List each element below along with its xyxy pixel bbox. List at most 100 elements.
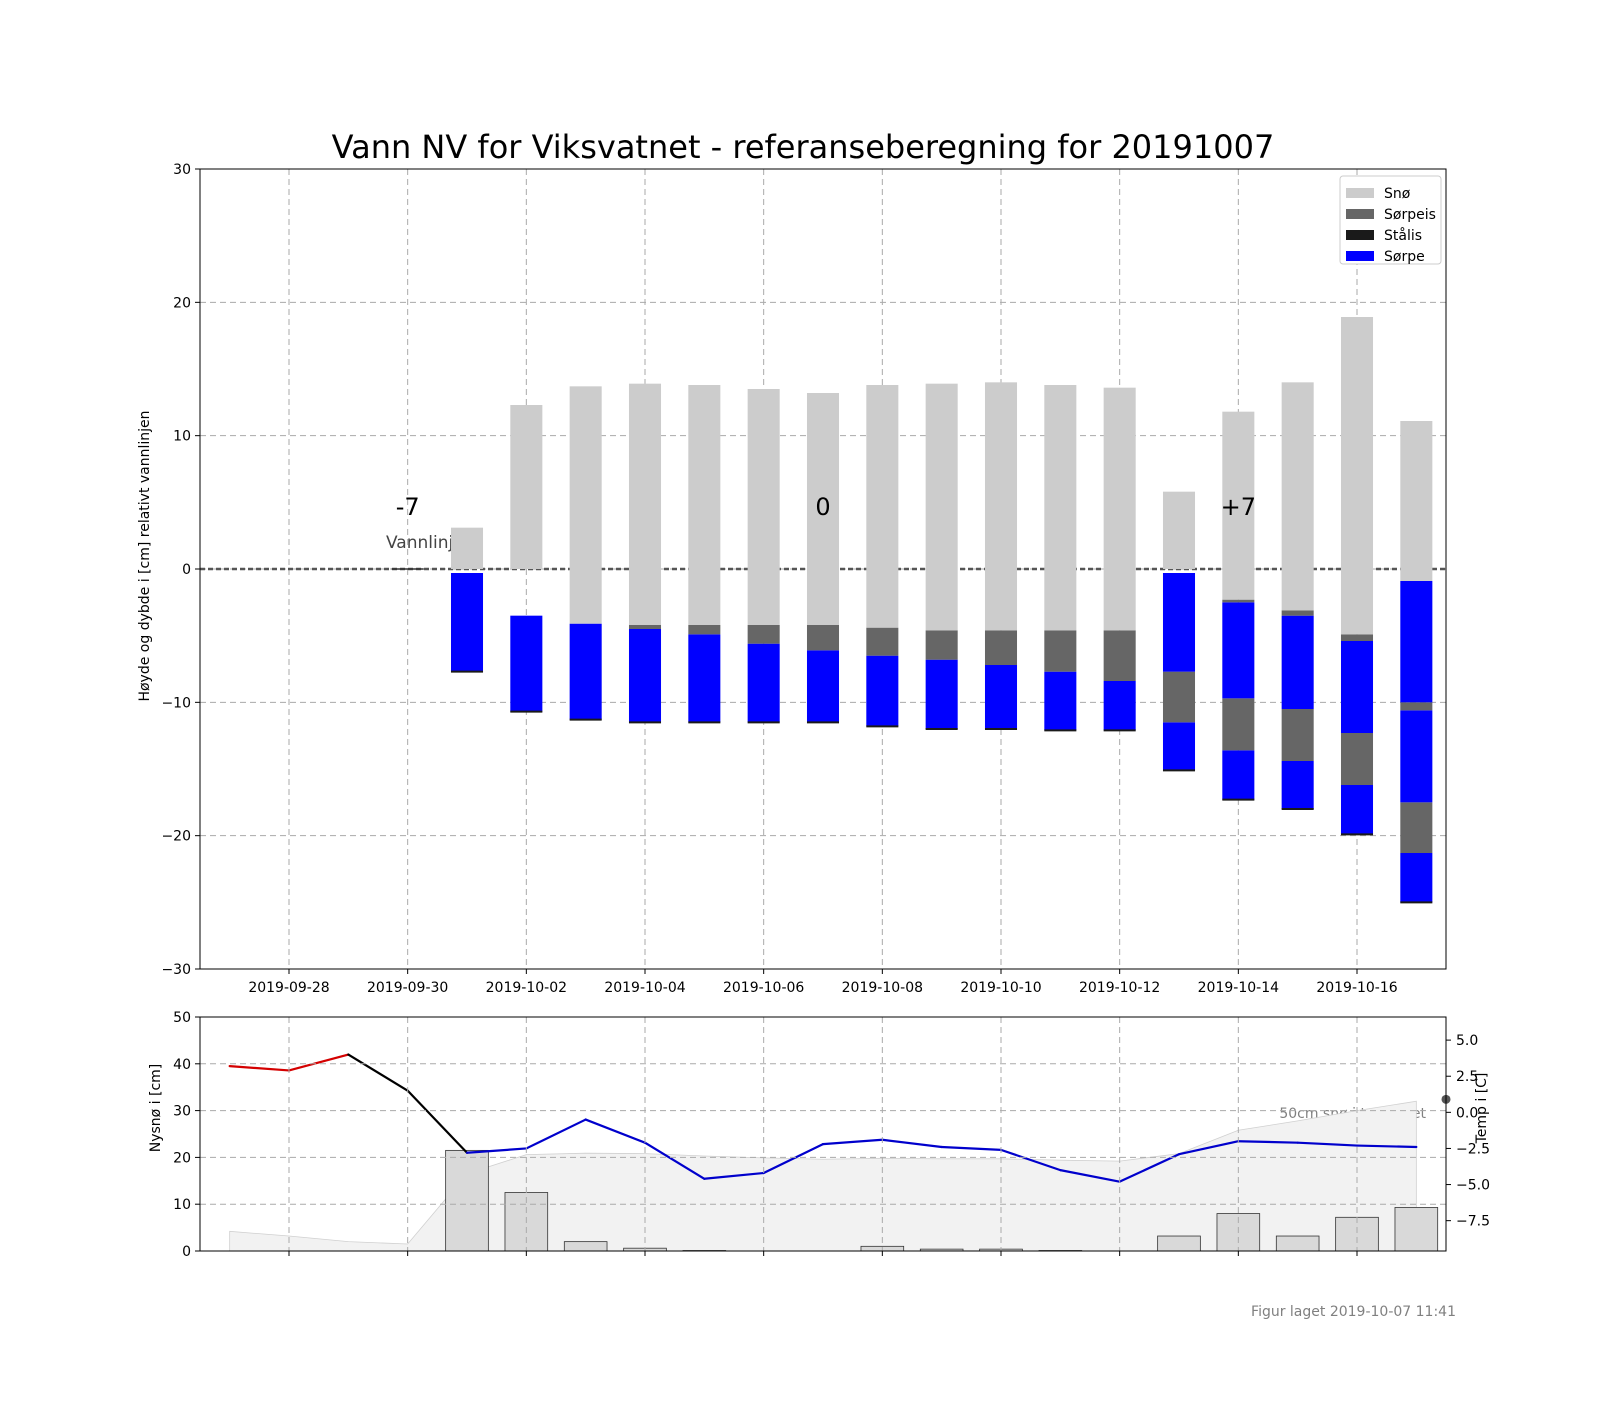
bottom-y-tick-label: 30 bbox=[173, 1104, 191, 1120]
bar-snow bbox=[1222, 411, 1255, 600]
bar-slush-ice bbox=[806, 625, 840, 651]
top-y-axis-label: Høyde og dybde i [cm] relativt vannlinje… bbox=[137, 410, 153, 701]
bar-slush-ice bbox=[688, 625, 721, 635]
bar-snow bbox=[1400, 421, 1433, 581]
bar-slush-ice bbox=[1044, 630, 1077, 672]
top-x-tick-label: 2019-10-14 bbox=[1198, 980, 1279, 996]
bar-slush-ice bbox=[1162, 671, 1196, 723]
bottom-y-tick-label: 20 bbox=[173, 1150, 191, 1166]
bottom-y-tick-label: 10 bbox=[173, 1197, 191, 1213]
temperature-line-segment bbox=[287, 1053, 350, 1072]
bar-slush-ice bbox=[1400, 702, 1433, 711]
top-x-tick-label: 2019-10-08 bbox=[842, 980, 923, 996]
bar-slush-ice bbox=[1400, 802, 1433, 853]
temperature-line-segment bbox=[228, 1065, 291, 1072]
legend-label: Sørpe bbox=[1384, 249, 1425, 265]
bottom-y-tick-label: 40 bbox=[173, 1057, 191, 1073]
day-marker-label: 0 bbox=[815, 493, 830, 521]
bar-slush bbox=[806, 650, 840, 723]
bar-slush-ice bbox=[984, 630, 1018, 665]
bar-slush-ice bbox=[1222, 599, 1255, 603]
bottom-content bbox=[228, 1053, 1439, 1251]
temperature-line-segment bbox=[1118, 1153, 1181, 1183]
bar-snow bbox=[628, 383, 662, 625]
temperature-line-segment bbox=[643, 1141, 706, 1180]
bar-slush bbox=[866, 655, 899, 727]
bottom-y2-tick-label: 5.0 bbox=[1456, 1033, 1478, 1049]
bar-slush-ice bbox=[747, 625, 780, 644]
bar-slush bbox=[1400, 710, 1433, 803]
bar-slush bbox=[1044, 671, 1077, 731]
temperature-line-segment bbox=[762, 1143, 825, 1175]
top-x-tick-label: 2019-10-16 bbox=[1316, 980, 1397, 996]
top-bars bbox=[450, 317, 1433, 904]
legend-swatch bbox=[1346, 230, 1374, 240]
temperature-line-segment bbox=[1296, 1141, 1359, 1147]
bottom-y-tick-label: 0 bbox=[182, 1244, 191, 1260]
temperature-line-segment bbox=[999, 1148, 1062, 1172]
bar-slush bbox=[1400, 853, 1433, 903]
temperature-line-segment bbox=[821, 1138, 884, 1146]
bottom-y2-tick-label: −7.5 bbox=[1456, 1214, 1490, 1230]
bar-slush bbox=[1103, 681, 1136, 731]
bar-slush-ice bbox=[628, 625, 662, 629]
bar-slush-ice bbox=[1281, 709, 1314, 761]
legend-swatch bbox=[1346, 209, 1374, 219]
temperature-line-segment bbox=[347, 1053, 409, 1092]
top-plot-frame bbox=[199, 168, 1447, 970]
legend-label: Snø bbox=[1384, 186, 1411, 202]
bar-snow bbox=[1044, 385, 1077, 631]
bar-snow bbox=[984, 382, 1018, 631]
bar-slush bbox=[628, 629, 662, 723]
bar-slush bbox=[747, 643, 780, 723]
bottom-plot-frame bbox=[199, 1016, 1447, 1252]
bottom-y-tick-label: 50 bbox=[173, 1010, 191, 1026]
bar-slush-ice bbox=[1281, 610, 1314, 616]
bar-snow bbox=[925, 383, 958, 631]
bar-slush bbox=[569, 623, 602, 720]
temperature-line-segment bbox=[703, 1171, 765, 1180]
new-snow-bar bbox=[445, 1149, 489, 1251]
top-x-tick-label: 2019-09-28 bbox=[248, 980, 329, 996]
top-x-tick-label: 2019-10-04 bbox=[604, 980, 685, 996]
bar-snow bbox=[510, 405, 543, 569]
bar-slush bbox=[1400, 581, 1433, 703]
bar-snow bbox=[806, 393, 840, 625]
temperature-line-segment bbox=[525, 1118, 587, 1150]
waterline-label: Vannlinje bbox=[386, 533, 464, 553]
top-y-tick-label: −10 bbox=[161, 695, 191, 711]
figure-created-footer: Figur laget 2019-10-07 11:41 bbox=[1251, 1304, 1456, 1320]
bar-slush-ice bbox=[1103, 630, 1136, 681]
bar-slush-ice bbox=[866, 627, 899, 656]
top-x-tick-label: 2019-10-06 bbox=[723, 980, 804, 996]
bar-snow bbox=[747, 389, 780, 625]
day-marker-label: -7 bbox=[396, 493, 420, 521]
new-snow-bar bbox=[1275, 1235, 1320, 1251]
top-x-tick-label: 2019-10-12 bbox=[1079, 980, 1160, 996]
bar-snow bbox=[1103, 387, 1136, 631]
bar-slush bbox=[925, 659, 958, 729]
temperature-line-segment bbox=[465, 1147, 528, 1154]
top-y-tick-label: 20 bbox=[173, 295, 191, 311]
new-snow-bar bbox=[563, 1241, 608, 1251]
bar-snow bbox=[569, 386, 602, 624]
top-y-tick-label: −20 bbox=[161, 829, 191, 845]
bar-slush bbox=[1281, 615, 1314, 709]
bar-slush bbox=[450, 573, 484, 672]
bar-slush-ice bbox=[1340, 634, 1374, 641]
bar-slush-ice bbox=[1222, 698, 1255, 751]
bar-snow bbox=[450, 527, 484, 569]
bottom-y2-tick-label: 2.5 bbox=[1456, 1069, 1478, 1085]
bar-slush bbox=[1222, 602, 1255, 699]
bar-slush-ice bbox=[1340, 733, 1374, 785]
bar-slush bbox=[1281, 761, 1314, 809]
bar-slush bbox=[1340, 785, 1374, 835]
legend-swatch bbox=[1346, 188, 1374, 198]
legend-swatch bbox=[1346, 251, 1374, 261]
top-y-tick-label: 0 bbox=[182, 562, 191, 578]
bar-slush-ice bbox=[925, 630, 958, 660]
chart-title: Vann NV for Viksvatnet - referanseberegn… bbox=[332, 128, 1275, 166]
temperature-line-segment bbox=[584, 1118, 647, 1144]
